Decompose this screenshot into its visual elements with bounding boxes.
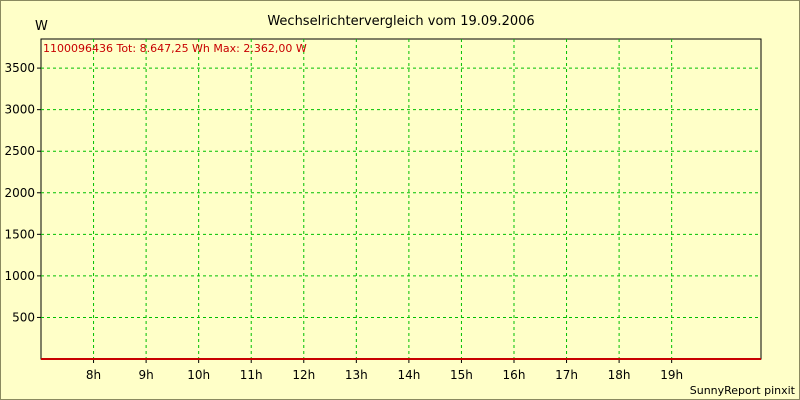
y-tick-label-2: 1500: [4, 227, 35, 241]
footer-credit: SunnyReport pinxit: [690, 384, 796, 397]
y-tick-label-6: 3500: [4, 61, 35, 75]
chart-title: Wechselrichtervergleich vom 19.09.2006: [267, 14, 534, 29]
legend: 1100096436 Tot: 8.647,25 Wh Max: 2.362,0…: [43, 42, 307, 55]
x-tick-label-1: 9h: [138, 368, 153, 382]
plot-area: 8h 9h 10h 11h 12h 13h 14h 15h 16h 17h 18h 19h 500 100…: [4, 38, 762, 382]
y-tick-label-0: 500: [12, 310, 35, 324]
y-tick-label-1: 1000: [4, 269, 35, 283]
x-tick-label-9: 17h: [555, 368, 578, 382]
x-tick-label-6: 14h: [397, 368, 420, 382]
x-tick-label-0: 8h: [86, 368, 101, 382]
x-tick-label-3: 11h: [240, 368, 263, 382]
x-tick-label-2: 10h: [187, 368, 210, 382]
y-axis-label: W: [35, 19, 48, 34]
legend-entry-1: 1100096436 Tot: 8.647,25 Wh Max: 2.362,0…: [43, 42, 307, 55]
y-tick-label-4: 2500: [4, 144, 35, 158]
y-tick-label-3: 2000: [4, 186, 35, 200]
plot-background: [40, 38, 762, 360]
x-tick-label-10: 18h: [608, 368, 631, 382]
x-tick-label-11: 19h: [660, 368, 683, 382]
y-tick-label-5: 3000: [4, 103, 35, 117]
x-tick-label-8: 16h: [503, 368, 526, 382]
x-tick-label-4: 12h: [292, 368, 315, 382]
x-tick-label-5: 13h: [345, 368, 368, 382]
x-tick-label-7: 15h: [450, 368, 473, 382]
